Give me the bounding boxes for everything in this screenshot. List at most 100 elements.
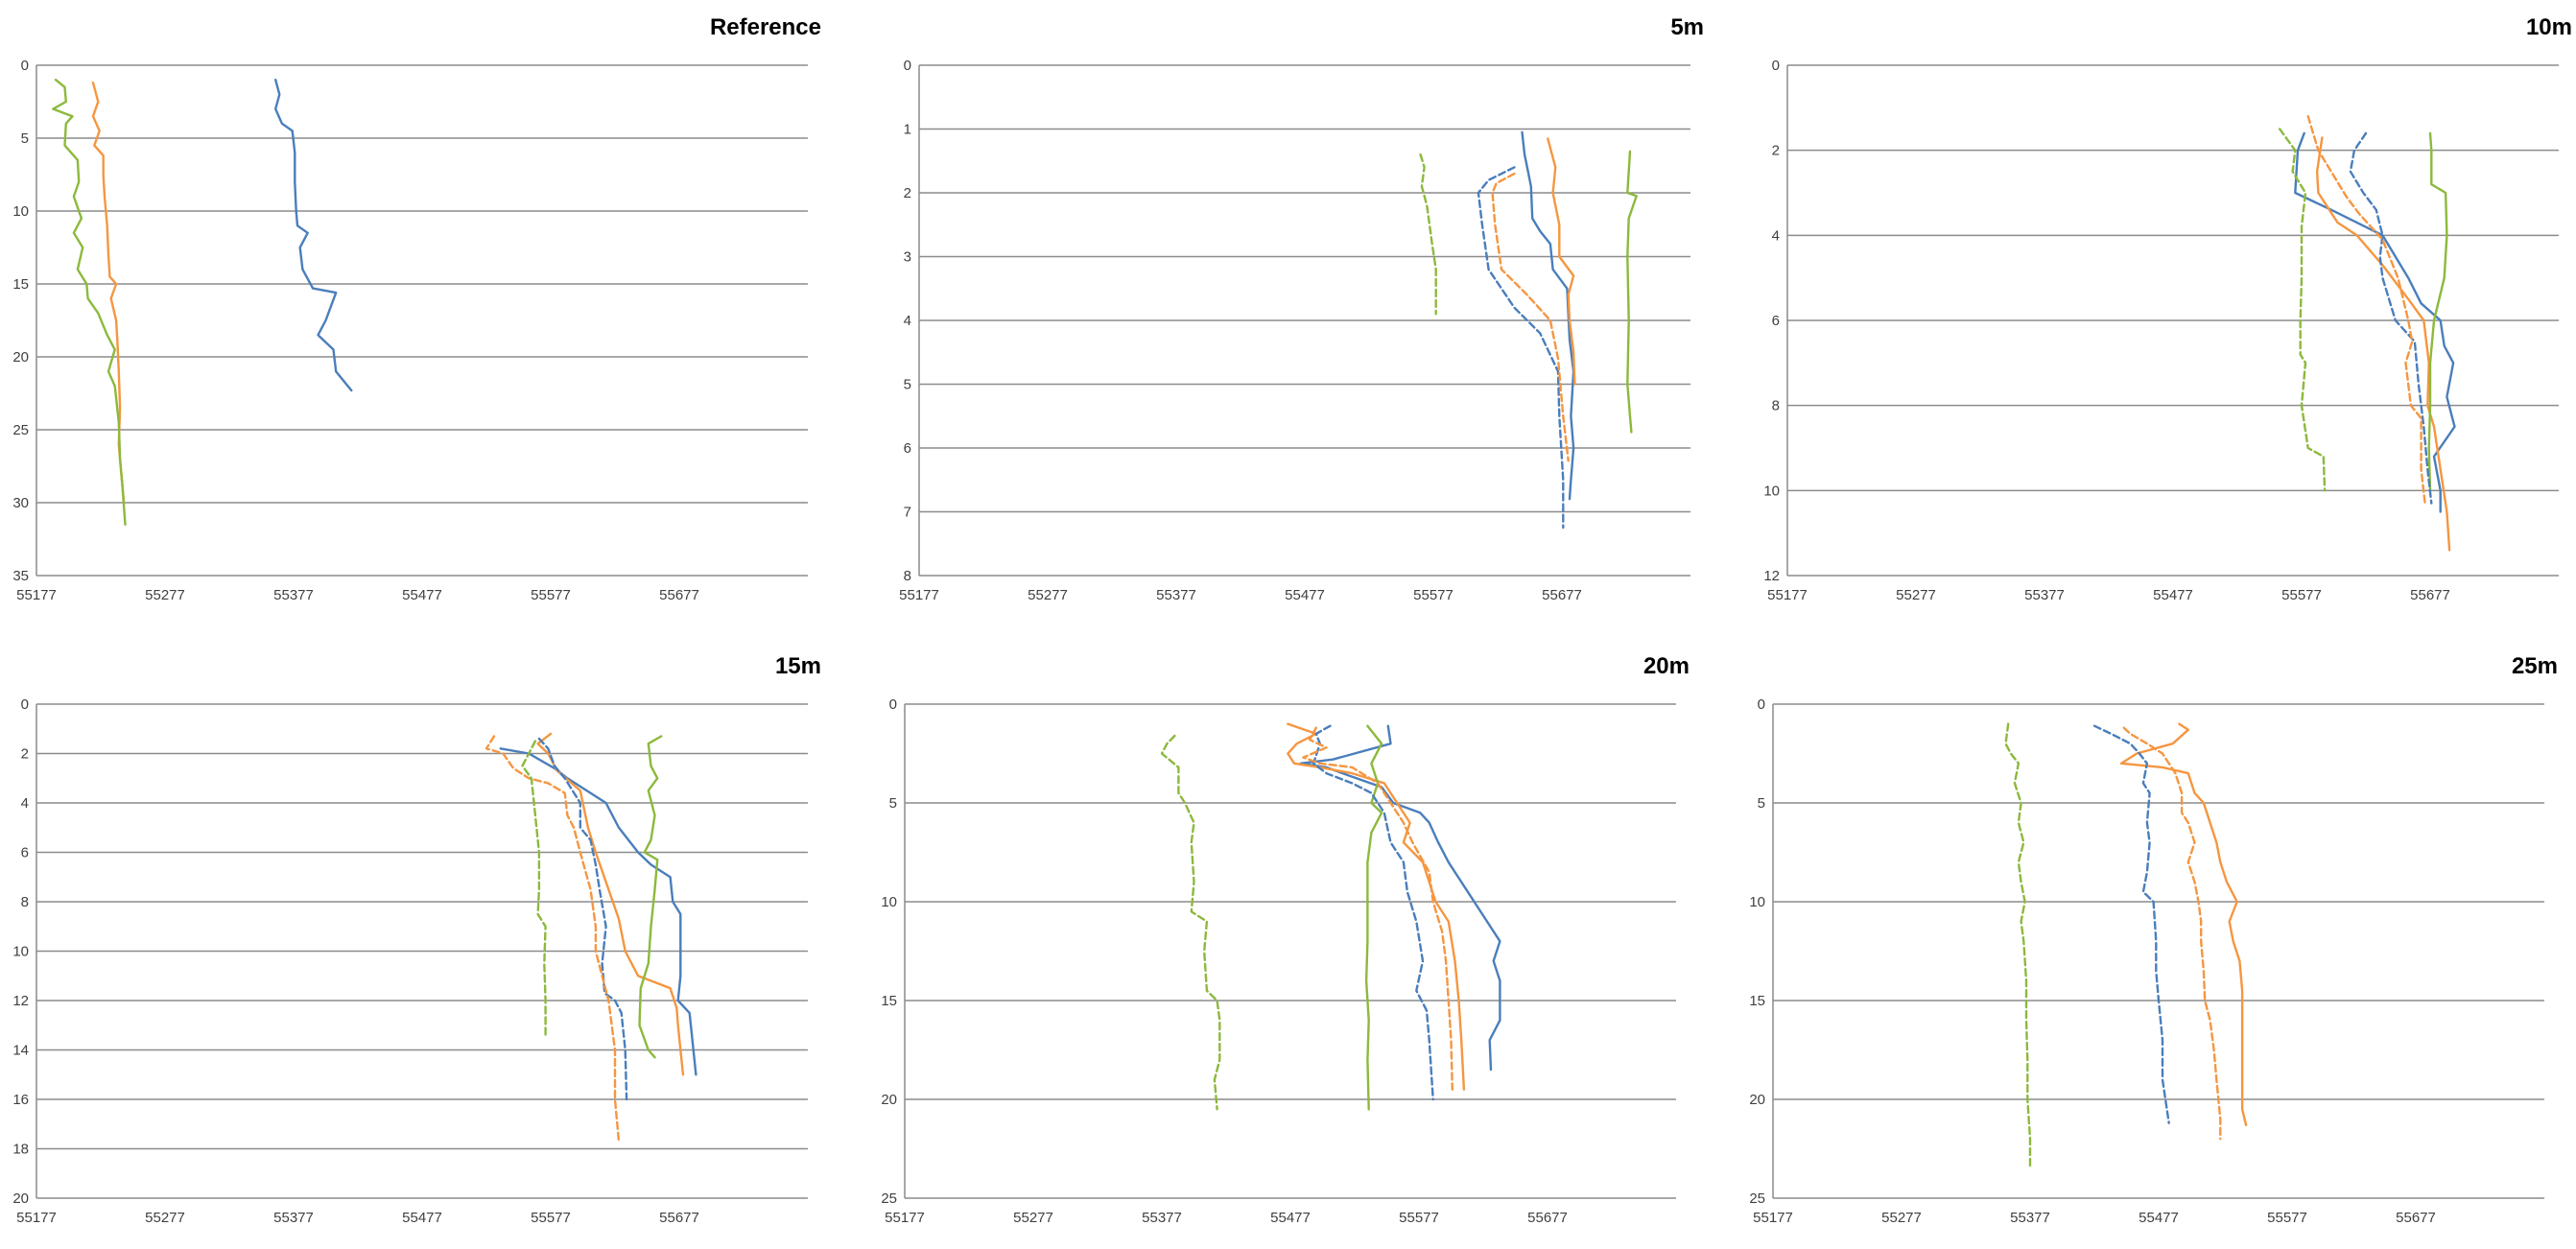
y-tick-label: 20 [881, 1092, 897, 1108]
x-tick-label: 55377 [2010, 1210, 2050, 1226]
x-tick-label: 55377 [273, 587, 314, 603]
y-tick-label: 4 [1772, 227, 1780, 244]
y-tick-label: 10 [881, 894, 897, 910]
x-tick-label: 55677 [1527, 1210, 1568, 1226]
y-tick-label: 0 [1758, 696, 1765, 713]
series-line-green-solid [52, 79, 127, 526]
x-tick-label: 55477 [1285, 587, 1325, 603]
series-line-blue-dashed [1312, 724, 1434, 1101]
x-tick-label: 55377 [2024, 587, 2065, 603]
panel-10m: 10m 0 2 4 6 8 10 12 55177 55277 55377 55477 55577 556… [1751, 0, 2576, 622]
x-tick-label: 55677 [659, 587, 699, 603]
y-tick-label: 1 [904, 122, 911, 138]
chart-svg: 25m 0 5 10 15 20 25 55177 55277 55377 55477 55577 55… [1749, 653, 2558, 1226]
series-line-blue-solid [1299, 724, 1501, 1072]
y-tick-label: 3 [904, 249, 911, 266]
series-line-green-dashed [2004, 722, 2032, 1170]
series-line-orange-solid [1287, 722, 1466, 1091]
x-tick-label: 55177 [16, 1210, 57, 1226]
x-tick-label: 55477 [402, 1210, 442, 1226]
chart-title: 25m [2512, 653, 2558, 679]
x-tick-label: 55277 [145, 587, 185, 603]
y-tick-label: 0 [1772, 58, 1780, 74]
x-tick-label: 55577 [1413, 587, 1453, 603]
x-tick-label: 55677 [1542, 587, 1582, 603]
y-tick-label: 10 [1763, 483, 1780, 499]
y-tick-label: 10 [1749, 894, 1765, 910]
y-tick-label: 35 [12, 568, 29, 584]
x-tick-label: 55677 [2410, 587, 2450, 603]
chart-title: 20m [1643, 653, 1690, 679]
panel-15m: 15m 0 2 4 6 8 10 12 14 16 18 20 55177 55277 55377 55477… [0, 639, 825, 1244]
x-tick-label: 55177 [885, 1210, 925, 1226]
x-tick-label: 55377 [1156, 587, 1196, 603]
y-tick-label: 2 [1772, 143, 1780, 159]
series-line-blue-solid [499, 747, 697, 1076]
y-tick-label: 4 [904, 313, 911, 329]
series-line-blue-dashed [2092, 724, 2170, 1124]
y-tick-label: 0 [21, 58, 29, 74]
series-line-green-solid [1626, 150, 1638, 434]
y-tick-label: 30 [12, 495, 29, 511]
x-tick-label: 55477 [2153, 587, 2193, 603]
y-tick-label: 12 [1763, 568, 1780, 584]
series-line-blue-dashed [537, 737, 628, 1101]
series-line-green-solid [1364, 724, 1383, 1111]
series-line-orange-solid [91, 82, 126, 505]
series-line-blue-dashed [1477, 166, 1565, 530]
y-tick-label: 0 [21, 696, 29, 713]
x-tick-label: 55677 [2396, 1210, 2436, 1226]
y-tick-label: 0 [904, 58, 911, 74]
series-line-green-dashed [521, 740, 547, 1039]
y-tick-label: 20 [12, 349, 29, 365]
y-tick-label: 18 [12, 1142, 29, 1158]
x-tick-label: 55377 [273, 1210, 314, 1226]
chart-svg: 10m 0 2 4 6 8 10 12 55177 55277 55377 55477 55577 556… [1763, 14, 2572, 603]
y-tick-label: 15 [12, 276, 29, 293]
x-tick-label: 55577 [531, 1210, 571, 1226]
series-line-green-solid [2427, 131, 2448, 492]
series-line-blue-solid [1521, 130, 1575, 501]
y-tick-label: 15 [881, 993, 897, 1009]
chart-svg: 20m 0 5 10 15 20 25 55177 55277 55377 55477 55577 55… [881, 653, 1690, 1226]
chart-title: 10m [2526, 14, 2572, 40]
x-tick-label: 55577 [2281, 587, 2322, 603]
chart-svg: 15m 0 2 4 6 8 10 12 14 16 18 20 55177 55277 55377 55477… [12, 653, 821, 1226]
y-tick-label: 6 [1772, 313, 1780, 329]
y-tick-label: 6 [904, 440, 911, 457]
y-tick-label: 25 [12, 422, 29, 438]
chart-svg: Reference 0 5 10 15 20 25 30 35 55177 55277 55377 55… [12, 14, 821, 603]
x-tick-label: 55477 [1270, 1210, 1311, 1226]
x-tick-label: 55577 [531, 587, 571, 603]
x-tick-label: 55177 [899, 587, 939, 603]
x-tick-label: 55177 [1767, 587, 1808, 603]
x-tick-label: 55677 [659, 1210, 699, 1226]
chart-title: 15m [775, 653, 821, 679]
x-tick-label: 55177 [1753, 1210, 1793, 1226]
y-tick-label: 8 [21, 894, 29, 910]
series-line-orange-solid [1547, 137, 1576, 386]
y-tick-label: 8 [904, 568, 911, 584]
x-tick-label: 55477 [402, 587, 442, 603]
y-tick-label: 6 [21, 845, 29, 861]
x-tick-label: 55577 [1399, 1210, 1439, 1226]
x-tick-label: 55277 [1896, 587, 1936, 603]
series-line-blue-dashed [2349, 131, 2433, 505]
series-line-orange-solid [2119, 722, 2248, 1126]
y-tick-label: 5 [904, 377, 911, 393]
y-tick-label: 5 [21, 130, 29, 147]
y-tick-label: 2 [21, 746, 29, 763]
series-line-blue-solid [2294, 131, 2456, 513]
series-line-green-dashed [1160, 734, 1221, 1111]
series-line-orange-solid [2315, 136, 2451, 552]
y-tick-label: 7 [904, 505, 911, 521]
panel-reference: Reference 0 5 10 15 20 25 30 35 55177 55277 55377 55… [0, 0, 825, 622]
y-tick-label: 0 [889, 696, 897, 713]
y-tick-label: 16 [12, 1092, 29, 1108]
panel-20m: 20m 0 5 10 15 20 25 55177 55277 55377 55477 55577 55… [868, 639, 1693, 1244]
y-tick-label: 25 [1749, 1190, 1765, 1207]
y-tick-label: 12 [12, 993, 29, 1009]
x-tick-label: 55277 [1881, 1210, 1922, 1226]
y-tick-label: 5 [889, 795, 897, 812]
